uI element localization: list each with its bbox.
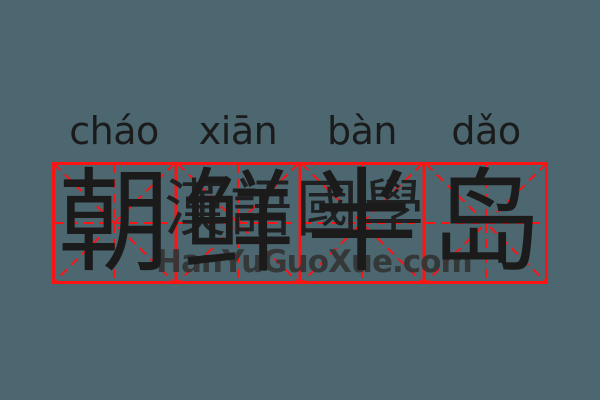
- pinyin-syllable-1: cháo: [69, 109, 159, 153]
- hanzi-row: 朝 鲜 半 岛: [52, 162, 548, 284]
- pinyin-syllable-2: xiān: [198, 109, 278, 153]
- pinyin-syllable-4: dǎo: [451, 109, 521, 153]
- pinyin-row: cháo xiān bàn dǎo: [52, 110, 548, 152]
- watermark-site-text: HanYuGuoXue.com: [156, 244, 473, 280]
- hanzi-char-4: 岛: [430, 158, 542, 288]
- hanzi-char-3: 半: [306, 158, 418, 288]
- practice-grid: [52, 162, 548, 284]
- hanzi-char-2: 鲜: [182, 158, 294, 288]
- hanzi-char-1: 朝: [58, 158, 170, 288]
- watermark-hanzi-text: 漢語國學: [164, 172, 429, 245]
- pinyin-syllable-3: bàn: [327, 109, 398, 153]
